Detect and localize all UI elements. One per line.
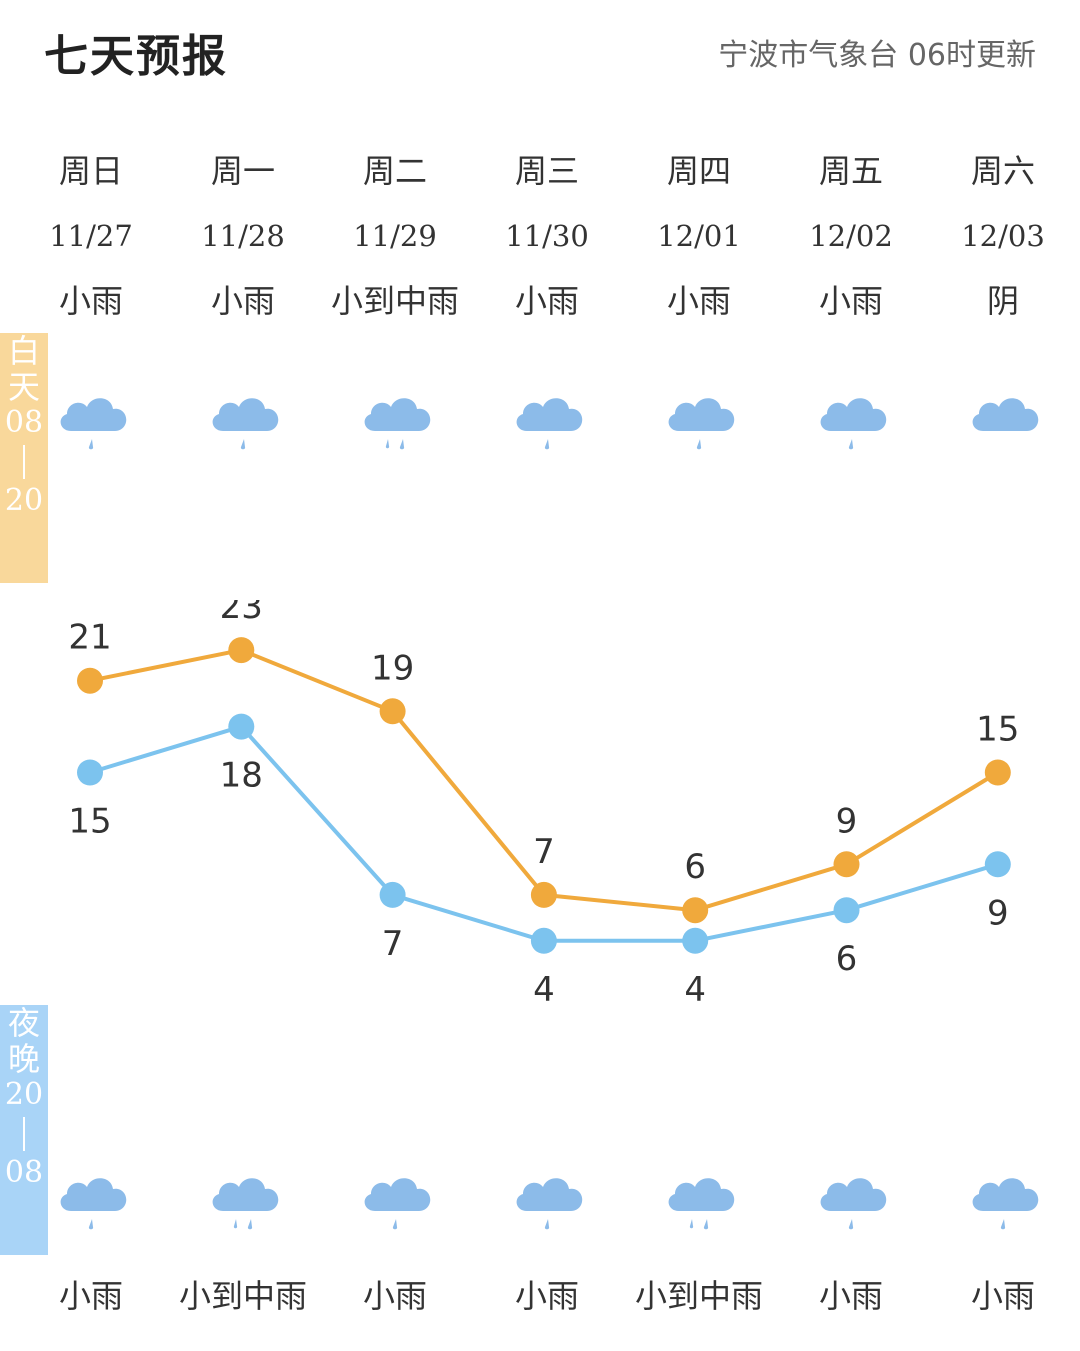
update-time: 06时更新 bbox=[907, 38, 1036, 73]
low-temperature-point bbox=[530, 927, 557, 954]
date-label: 12/02 bbox=[809, 219, 893, 253]
low-temperature-point bbox=[682, 927, 709, 954]
daytime-divider bbox=[23, 445, 25, 479]
day-condition: 小雨 bbox=[818, 282, 883, 320]
day-condition: 小雨 bbox=[514, 282, 579, 320]
day-column: 周五 12/02 小雨 bbox=[775, 140, 927, 332]
day-column: 周二 11/29 小到中雨 bbox=[319, 140, 471, 332]
date-label: 12/01 bbox=[657, 219, 741, 253]
high-temperature-point bbox=[833, 851, 860, 878]
high-temperature-label: 6 bbox=[684, 847, 706, 887]
nighttime-end-time: 08 bbox=[4, 1155, 44, 1190]
light-rain-icon bbox=[497, 1150, 597, 1250]
moderate-rain-icon bbox=[649, 1150, 749, 1250]
day-column: 周一 11/28 小雨 bbox=[167, 140, 319, 332]
day-column: 周日 11/27 小雨 bbox=[15, 140, 167, 332]
source-name: 宁波市气象台 bbox=[718, 38, 899, 73]
high-temperature-point bbox=[682, 897, 709, 924]
low-temperature-label: 7 bbox=[382, 924, 404, 964]
high-temperature-label: 15 bbox=[976, 710, 1019, 750]
source-info: 宁波市气象台 06时更新 bbox=[718, 30, 1036, 74]
nighttime-label-char-1: 夜 bbox=[7, 1004, 40, 1042]
daytime-start-time: 08 bbox=[4, 405, 44, 440]
high-temperature-label: 9 bbox=[836, 801, 858, 841]
daytime-label: 白 天 08 20 bbox=[0, 333, 48, 583]
weekday-label: 周六 bbox=[970, 152, 1035, 190]
low-temperature-point bbox=[833, 897, 860, 924]
nighttime-icons bbox=[15, 1150, 1079, 1250]
night-condition: 小到中雨 bbox=[178, 1277, 307, 1315]
date-label: 11/27 bbox=[49, 219, 133, 253]
weekday-label: 周三 bbox=[514, 152, 579, 190]
day-columns: 周日 11/27 小雨 周一 11/28 小雨 周二 11/29 小到中雨 周三… bbox=[15, 140, 1079, 332]
moderate-rain-icon bbox=[345, 370, 445, 470]
light-rain-icon bbox=[801, 370, 901, 470]
daytime-end-time: 20 bbox=[4, 483, 44, 518]
date-label: 11/29 bbox=[353, 219, 437, 253]
header: 七天预报 宁波市气象台 06时更新 bbox=[0, 0, 1080, 100]
low-temperature-label: 15 bbox=[68, 802, 111, 842]
high-temperature-point bbox=[530, 881, 557, 908]
night-condition: 小雨 bbox=[362, 1277, 427, 1315]
nighttime-label-char-2: 晚 bbox=[7, 1040, 40, 1078]
low-temperature-label: 4 bbox=[684, 970, 706, 1010]
day-column: 周六 12/03 阴 bbox=[927, 140, 1079, 332]
daytime-icons bbox=[15, 370, 1079, 470]
date-label: 11/30 bbox=[505, 219, 589, 253]
low-temperature-point bbox=[379, 881, 406, 908]
light-rain-icon bbox=[953, 1150, 1053, 1250]
low-temperature-label: 4 bbox=[533, 970, 555, 1010]
light-rain-icon bbox=[801, 1150, 901, 1250]
day-column: 周三 11/30 小雨 bbox=[471, 140, 623, 332]
light-rain-icon bbox=[649, 370, 749, 470]
high-temperature-point bbox=[77, 667, 103, 694]
date-label: 11/28 bbox=[201, 219, 285, 253]
night-condition: 小雨 bbox=[58, 1277, 123, 1315]
daytime-label-char-2: 天 bbox=[7, 368, 40, 406]
low-temperature-label: 9 bbox=[987, 893, 1009, 933]
nighttime-conditions: 小雨 小到中雨 小雨 小雨 小到中雨 小雨 小雨 bbox=[15, 1265, 1079, 1327]
nighttime-label: 夜 晚 20 08 bbox=[0, 1005, 48, 1255]
day-condition: 小雨 bbox=[210, 282, 275, 320]
moderate-rain-icon bbox=[193, 1150, 293, 1250]
day-condition: 小到中雨 bbox=[330, 282, 459, 320]
overcast-icon bbox=[953, 370, 1053, 470]
day-condition: 阴 bbox=[986, 282, 1019, 320]
high-temperature-label: 23 bbox=[220, 600, 263, 627]
light-rain-icon bbox=[497, 370, 597, 470]
night-condition: 小雨 bbox=[514, 1277, 579, 1315]
high-temperature-label: 7 bbox=[533, 832, 555, 872]
high-temperature-label: 21 bbox=[68, 618, 111, 658]
high-temperature-point bbox=[984, 759, 1011, 786]
low-temperature-point bbox=[984, 851, 1011, 878]
daytime-label-char-1: 白 bbox=[7, 332, 40, 370]
high-temperature-label: 19 bbox=[371, 648, 414, 688]
light-rain-icon bbox=[41, 1150, 141, 1250]
low-temperature-label: 18 bbox=[220, 756, 263, 796]
weekday-label: 周二 bbox=[362, 152, 427, 190]
light-rain-icon bbox=[41, 370, 141, 470]
day-column: 周四 12/01 小雨 bbox=[623, 140, 775, 332]
weekday-label: 周一 bbox=[210, 152, 275, 190]
night-condition: 小雨 bbox=[818, 1277, 883, 1315]
low-temperature-label: 6 bbox=[836, 939, 858, 979]
nighttime-divider bbox=[23, 1117, 25, 1151]
light-rain-icon bbox=[193, 370, 293, 470]
weekday-label: 周四 bbox=[666, 152, 731, 190]
low-temperature-point bbox=[228, 713, 255, 740]
date-label: 12/03 bbox=[961, 219, 1045, 253]
weekday-label: 周日 bbox=[58, 152, 123, 190]
high-temperature-point bbox=[379, 698, 406, 725]
day-condition: 小雨 bbox=[666, 282, 731, 320]
day-condition: 小雨 bbox=[58, 282, 123, 320]
low-temperature-point bbox=[77, 759, 103, 786]
nighttime-start-time: 20 bbox=[4, 1077, 44, 1112]
night-condition: 小雨 bbox=[970, 1277, 1035, 1315]
night-condition: 小到中雨 bbox=[634, 1277, 763, 1315]
weekday-label: 周五 bbox=[818, 152, 883, 190]
temperature-chart: 21 23 19 7 6 9 15 15 18 7 4 4 6 9 bbox=[68, 600, 1019, 1010]
light-rain-icon bbox=[345, 1150, 445, 1250]
page-title: 七天预报 bbox=[44, 31, 228, 82]
high-temperature-point bbox=[228, 637, 255, 664]
